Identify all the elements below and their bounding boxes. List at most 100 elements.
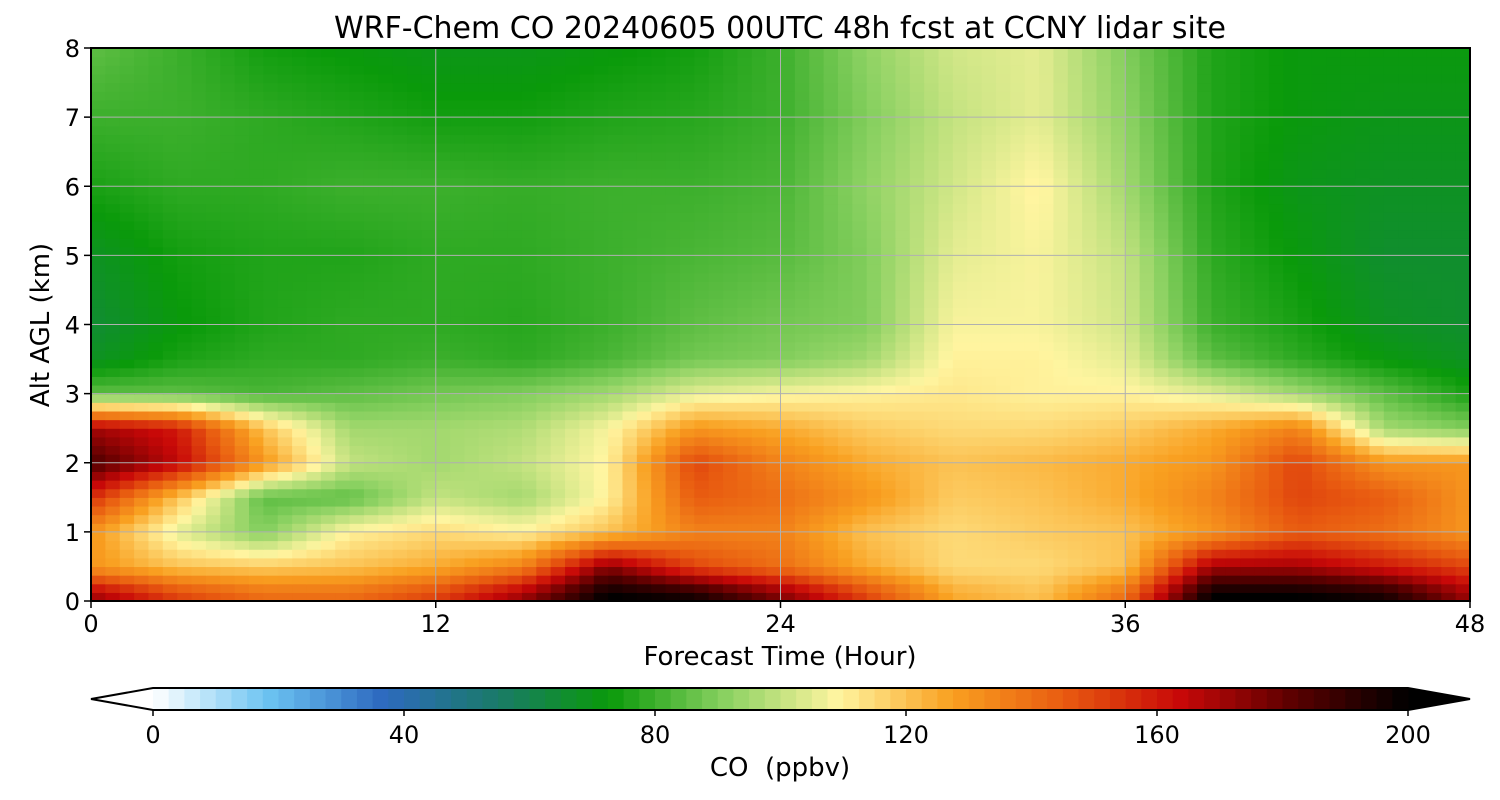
heatmap-cell bbox=[909, 168, 925, 179]
heatmap-cell bbox=[378, 186, 394, 196]
heatmap-cell bbox=[1268, 151, 1284, 161]
heatmap-cell bbox=[105, 307, 121, 317]
heatmap-cell bbox=[263, 393, 279, 403]
heatmap-cell bbox=[1110, 454, 1126, 464]
heatmap-cell bbox=[1010, 281, 1026, 291]
heatmap-cell bbox=[292, 238, 308, 248]
heatmap-cell bbox=[1168, 289, 1184, 300]
heatmap-cell bbox=[435, 194, 451, 205]
heatmap-cell bbox=[981, 160, 997, 170]
heatmap-cell bbox=[1441, 367, 1457, 377]
heatmap-cell bbox=[1211, 367, 1227, 377]
heatmap-cell bbox=[1283, 229, 1299, 239]
heatmap-cell bbox=[478, 264, 494, 274]
heatmap-cell bbox=[478, 462, 494, 472]
heatmap-cell bbox=[105, 160, 121, 170]
heatmap-cell bbox=[507, 505, 523, 516]
heatmap-cell bbox=[723, 333, 739, 343]
heatmap-cell bbox=[593, 186, 609, 196]
heatmap-cell bbox=[1225, 220, 1241, 231]
heatmap-cell bbox=[119, 393, 135, 403]
heatmap-cell bbox=[105, 238, 121, 248]
heatmap-cell bbox=[1010, 333, 1026, 343]
heatmap-cell bbox=[1398, 549, 1414, 559]
heatmap-cell bbox=[1010, 194, 1026, 205]
heatmap-cell bbox=[464, 177, 480, 187]
heatmap-cell bbox=[1268, 480, 1284, 490]
heatmap-cell bbox=[1024, 505, 1040, 516]
heatmap-cell bbox=[536, 151, 552, 161]
heatmap-cell bbox=[1340, 575, 1356, 585]
heatmap-cell bbox=[148, 376, 164, 386]
heatmap-cell bbox=[91, 419, 106, 429]
heatmap-cell bbox=[1369, 307, 1385, 317]
heatmap-cell bbox=[622, 462, 638, 472]
heatmap-cell bbox=[708, 583, 724, 593]
heatmap-cell bbox=[1355, 264, 1371, 274]
heatmap-cell bbox=[809, 229, 825, 239]
heatmap-cell bbox=[277, 168, 293, 179]
heatmap-cell bbox=[220, 540, 236, 550]
heatmap-cell bbox=[306, 480, 322, 490]
heatmap-cell bbox=[665, 471, 681, 481]
heatmap-cell bbox=[421, 410, 437, 421]
heatmap-cell bbox=[852, 341, 868, 352]
heatmap-cell bbox=[895, 272, 911, 282]
heatmap-cell bbox=[363, 229, 379, 239]
heatmap-cell bbox=[1268, 194, 1284, 205]
heatmap-cell bbox=[1139, 419, 1155, 429]
heatmap-cell bbox=[177, 203, 193, 213]
heatmap-cell bbox=[1110, 583, 1126, 593]
heatmap-cell bbox=[723, 471, 739, 481]
heatmap-cell bbox=[507, 566, 523, 576]
heatmap-cell bbox=[1197, 549, 1213, 559]
heatmap-cell bbox=[1096, 359, 1112, 369]
heatmap-cell bbox=[249, 393, 264, 403]
heatmap-cell bbox=[952, 497, 968, 507]
heatmap-cell bbox=[119, 229, 135, 239]
heatmap-cell bbox=[708, 592, 724, 601]
heatmap-cell bbox=[277, 531, 293, 542]
heatmap-cell bbox=[651, 393, 667, 403]
heatmap-cell bbox=[1311, 583, 1327, 593]
heatmap-cell bbox=[1168, 212, 1184, 222]
heatmap-cell bbox=[665, 583, 681, 593]
heatmap-cell bbox=[751, 359, 767, 369]
heatmap-cell bbox=[1153, 333, 1169, 343]
heatmap-cell bbox=[967, 436, 983, 447]
heatmap-cell bbox=[1268, 264, 1284, 274]
heatmap-cell bbox=[723, 350, 739, 360]
heatmap-cell bbox=[608, 445, 624, 455]
heatmap-cell bbox=[177, 367, 193, 377]
heatmap-cell bbox=[981, 566, 997, 576]
heatmap-cell bbox=[263, 341, 279, 352]
heatmap-cell bbox=[780, 549, 796, 559]
heatmap-cell bbox=[708, 333, 724, 343]
heatmap-cell bbox=[407, 289, 422, 300]
heatmap-cell bbox=[536, 289, 552, 300]
heatmap-cell bbox=[694, 557, 710, 568]
heatmap-cell bbox=[565, 203, 580, 213]
heatmap-cell bbox=[1297, 229, 1313, 239]
heatmap-cell bbox=[493, 540, 509, 550]
heatmap-cell bbox=[866, 583, 882, 593]
heatmap-cell bbox=[1340, 367, 1356, 377]
heatmap-cell bbox=[967, 480, 983, 490]
heatmap-cell bbox=[1096, 367, 1112, 377]
heatmap-cell bbox=[995, 160, 1011, 170]
heatmap-cell bbox=[1369, 220, 1385, 231]
heatmap-cell bbox=[277, 298, 293, 308]
heatmap-cell bbox=[593, 384, 609, 395]
heatmap-cell bbox=[708, 557, 724, 568]
heatmap-cell bbox=[651, 445, 667, 455]
heatmap-cell bbox=[1398, 246, 1414, 256]
heatmap-cell bbox=[234, 445, 250, 455]
heatmap-cell bbox=[866, 557, 882, 568]
heatmap-cell bbox=[205, 177, 221, 187]
heatmap-cell bbox=[794, 315, 810, 326]
heatmap-cell bbox=[450, 557, 466, 568]
heatmap-cell bbox=[809, 186, 825, 196]
heatmap-cell bbox=[708, 315, 724, 326]
heatmap-cell bbox=[737, 592, 753, 601]
heatmap-cell bbox=[952, 393, 968, 403]
